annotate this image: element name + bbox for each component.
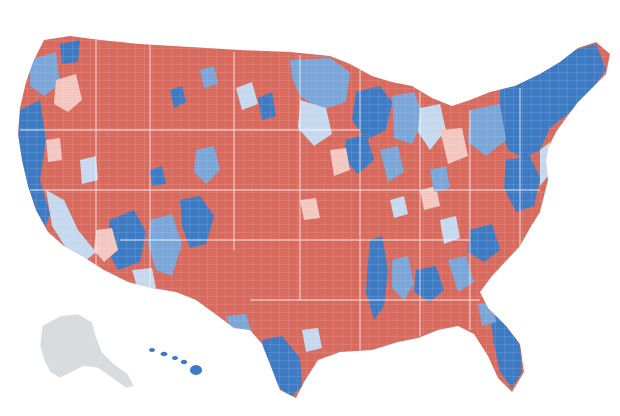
state-boundaries — [20, 40, 540, 350]
hawaii — [149, 348, 202, 375]
alaska — [39, 313, 135, 389]
